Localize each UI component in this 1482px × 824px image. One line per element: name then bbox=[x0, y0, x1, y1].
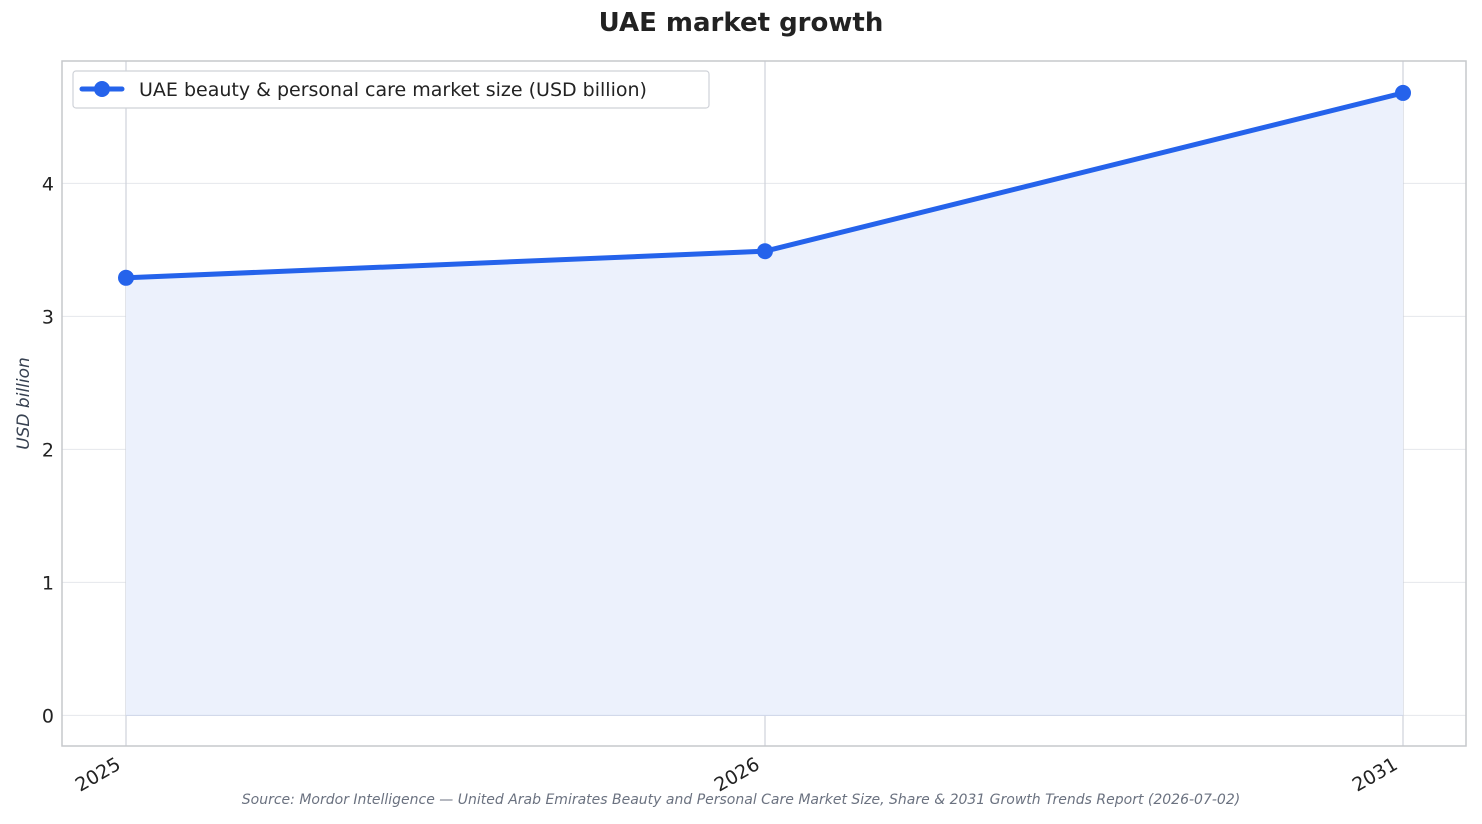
legend-box bbox=[72, 70, 710, 109]
source-note: Source: Mordor Intelligence — United Ara… bbox=[241, 792, 1241, 808]
y-tick-label: 4 bbox=[42, 173, 54, 195]
chart-title: UAE market growth bbox=[598, 8, 884, 38]
legend-label: UAE beauty & personal care market size (… bbox=[139, 79, 647, 101]
y-tick-label: 1 bbox=[42, 572, 54, 594]
y-tick-label: 0 bbox=[42, 705, 54, 727]
y-tick-label: 3 bbox=[42, 306, 54, 328]
legend: UAE beauty & personal care market size (… bbox=[72, 70, 710, 109]
data-point bbox=[118, 269, 134, 286]
x-tick-label: 2031 bbox=[1349, 753, 1402, 796]
data-point bbox=[757, 243, 773, 260]
point-layer bbox=[118, 84, 1411, 286]
x-tick-label: 2025 bbox=[72, 753, 125, 796]
plot-frame bbox=[61, 60, 1467, 747]
data-point bbox=[1395, 84, 1411, 101]
legend-marker-swatch bbox=[94, 81, 110, 97]
y-tick-label: 2 bbox=[42, 439, 54, 461]
area-layer bbox=[126, 92, 1403, 716]
x-tick-label: 2026 bbox=[711, 753, 764, 796]
y-axis-label: USD billion bbox=[14, 357, 34, 450]
area-fill bbox=[126, 92, 1403, 716]
